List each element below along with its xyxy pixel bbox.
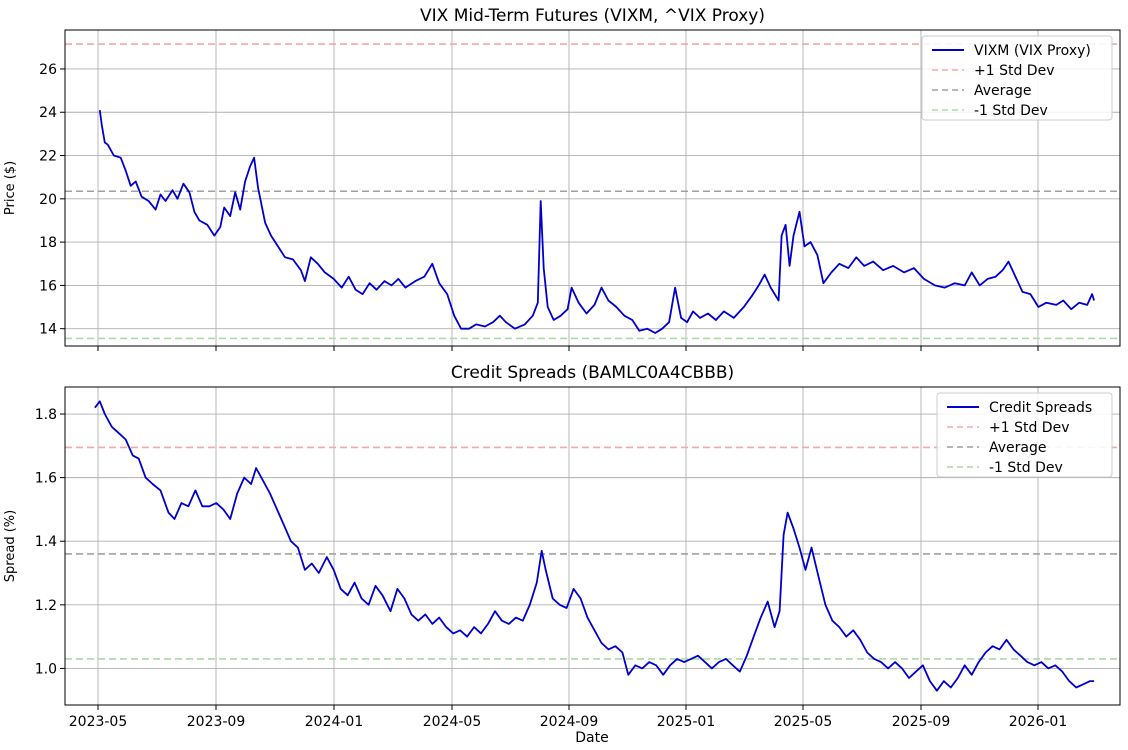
grid [65,30,1120,346]
legend-label: Average [989,440,1047,456]
chart-title: Credit Spreads (BAMLC0A4CBBB) [451,363,734,383]
y-tick-label: 1.2 [35,598,57,614]
legend-label: -1 Std Dev [974,103,1048,119]
axes-frame [64,29,1121,347]
y-tick-label: 1.8 [35,407,57,423]
y-tick-label: 26 [39,62,57,78]
legend: VIXM (VIX Proxy) +1 Std Dev Average -1 Std … [921,35,1113,121]
y-tick-label: 14 [39,322,57,338]
y-tick-label: 16 [39,278,57,294]
y-tick-label: 1.0 [35,661,57,677]
x-tick-label: 2025-01 [657,714,716,730]
chart-panel-2: 1.0 1.2 1.4 1.6 1.8 2023-05 2023-09 2024-01 2024… [3,363,1121,730]
legend-label: Credit Spreads [989,400,1092,416]
x-tick-label: 2024-09 [540,714,599,730]
y-tick-label: 20 [39,192,57,208]
x-tick-label: 2025-05 [774,714,833,730]
grid [65,387,1120,705]
y-axis-label: Price ($) [3,161,18,215]
legend: Credit Spreads +1 Std Dev Average -1 Std De… [936,392,1113,478]
axes-frame [64,386,1121,706]
y-tick-label: 24 [39,105,57,121]
legend-label: -1 Std Dev [989,460,1063,476]
legend-box [921,35,1113,121]
legend-label: Average [974,83,1032,99]
series-line [94,400,1095,692]
x-tick-label: 2025-09 [892,714,951,730]
x-tick-label: 2024-05 [423,714,482,730]
x-tick-label: 2026-01 [1009,714,1068,730]
x-axis-label: Date [575,730,608,746]
y-tick-label: 18 [39,235,57,251]
legend-label: +1 Std Dev [974,63,1054,79]
chart-title: VIX Mid-Term Futures (VIXM, ^VIX Proxy) [420,6,765,26]
legend-label: VIXM (VIX Proxy) [974,43,1091,59]
x-tick-label: 2023-09 [187,714,246,730]
x-tick-label: 2023-05 [69,714,128,730]
y-axis-label: Spread (%) [3,510,18,582]
y-tick-label: 1.6 [35,471,57,487]
legend-label: +1 Std Dev [989,420,1069,436]
y-tick-label: 22 [39,149,57,165]
legend-box [936,392,1113,478]
x-tick-label: 2024-01 [305,714,364,730]
y-tick-label: 1.4 [35,534,57,550]
series-line [98,109,1095,334]
chart-panel-1: 14 16 18 20 22 24 26 VIX Mid-Term Futures (VIXM… [3,6,1121,351]
